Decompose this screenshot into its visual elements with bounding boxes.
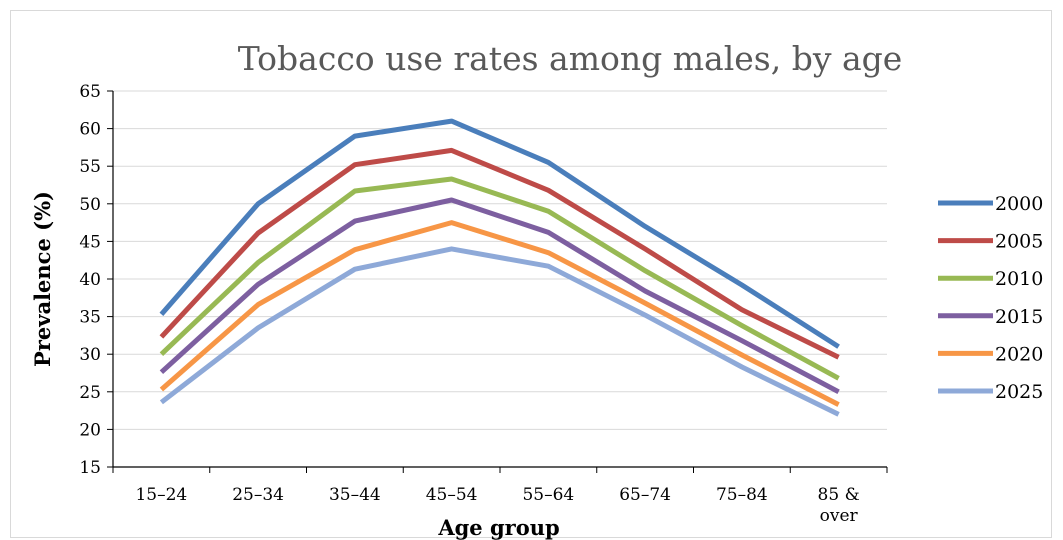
series-line-2010 <box>159 176 840 381</box>
legend-label-2005: 2005 <box>995 231 1043 253</box>
legend-label-2000: 2000 <box>995 193 1043 215</box>
y-tick-label: 45 <box>79 232 101 252</box>
x-tick-label: 35–44 <box>329 485 381 505</box>
x-axis-ticks: 15–24 25–34 35–44 45–54 55–64 65–74 75–84 85 & o… <box>112 467 888 526</box>
legend-label-2025: 2025 <box>995 381 1043 403</box>
y-axis-label: Prevalence (%) <box>30 191 55 367</box>
legend: 2000 2005 2010 2015 2020 2025 <box>938 193 1043 403</box>
series-lines <box>159 118 840 417</box>
y-tick-label: 20 <box>79 420 101 440</box>
series-line-2025 <box>159 246 840 417</box>
x-axis-label: Age group <box>437 515 559 540</box>
y-tick-label: 50 <box>79 195 101 215</box>
gridlines <box>113 90 887 430</box>
x-tick-label: 65–74 <box>619 485 671 505</box>
chart-title: Tobacco use rates among males, by age <box>238 39 903 78</box>
series-line-2000 <box>159 118 840 349</box>
x-tick-label: 15–24 <box>135 485 187 505</box>
y-tick-label: 40 <box>79 270 101 290</box>
legend-label-2015: 2015 <box>995 306 1043 328</box>
y-axis-ticks: 15 20 25 30 35 40 45 50 55 60 65 <box>79 82 113 478</box>
legend-label-2010: 2010 <box>995 268 1043 290</box>
series-line-2020 <box>159 220 840 407</box>
x-tick-label: 75–84 <box>716 485 768 505</box>
x-tick-label: 25–34 <box>232 485 284 505</box>
x-tick-label: 85 & over <box>818 485 860 526</box>
legend-label-2020: 2020 <box>995 343 1043 365</box>
y-tick-label: 15 <box>79 458 101 478</box>
y-tick-label: 30 <box>79 345 101 365</box>
x-tick-label: 55–64 <box>522 485 574 505</box>
y-tick-label: 35 <box>79 308 101 328</box>
series-line-2005 <box>159 147 840 360</box>
x-tick-label: 45–54 <box>426 485 478 505</box>
series-line-2015 <box>159 197 840 395</box>
y-tick-label: 25 <box>79 383 101 403</box>
y-tick-label: 65 <box>79 82 101 102</box>
y-tick-label: 60 <box>79 120 101 140</box>
chart-frame <box>10 10 1052 538</box>
y-tick-label: 55 <box>79 157 101 177</box>
